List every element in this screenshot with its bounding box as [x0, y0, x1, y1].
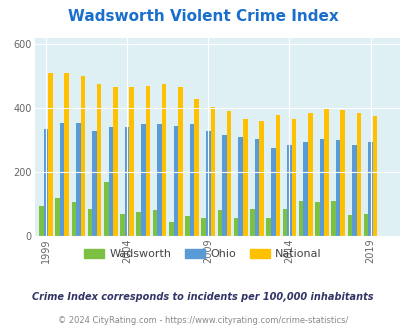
- Bar: [254, 139, 259, 236]
- Bar: [55, 198, 60, 236]
- Bar: [87, 210, 92, 236]
- Bar: [275, 115, 279, 236]
- Bar: [185, 216, 189, 236]
- Bar: [356, 113, 360, 236]
- Legend: Wadsworth, Ohio, National: Wadsworth, Ohio, National: [79, 244, 326, 263]
- Bar: [372, 116, 377, 236]
- Bar: [97, 84, 101, 236]
- Bar: [178, 87, 182, 236]
- Bar: [243, 119, 247, 236]
- Bar: [48, 73, 53, 236]
- Bar: [298, 201, 303, 236]
- Bar: [249, 210, 254, 236]
- Bar: [194, 99, 198, 236]
- Bar: [319, 139, 324, 236]
- Bar: [217, 211, 222, 236]
- Bar: [39, 206, 43, 236]
- Bar: [157, 124, 162, 236]
- Text: Wadsworth Violent Crime Index: Wadsworth Violent Crime Index: [68, 9, 337, 24]
- Bar: [201, 218, 205, 236]
- Bar: [210, 107, 215, 236]
- Bar: [282, 209, 286, 236]
- Bar: [324, 108, 328, 236]
- Bar: [347, 215, 351, 236]
- Bar: [145, 86, 150, 236]
- Bar: [286, 145, 291, 236]
- Bar: [120, 214, 124, 236]
- Bar: [92, 131, 97, 236]
- Bar: [108, 127, 113, 236]
- Bar: [233, 218, 238, 236]
- Bar: [81, 76, 85, 236]
- Bar: [136, 212, 141, 236]
- Bar: [330, 201, 335, 236]
- Bar: [168, 221, 173, 236]
- Bar: [291, 119, 296, 236]
- Bar: [113, 87, 117, 236]
- Bar: [222, 135, 226, 236]
- Bar: [367, 142, 372, 236]
- Bar: [303, 142, 307, 236]
- Bar: [104, 182, 108, 236]
- Bar: [162, 84, 166, 236]
- Bar: [340, 110, 344, 236]
- Bar: [71, 202, 76, 236]
- Bar: [129, 87, 134, 236]
- Bar: [259, 121, 263, 236]
- Bar: [238, 137, 243, 236]
- Bar: [266, 218, 270, 236]
- Bar: [189, 124, 194, 236]
- Bar: [226, 112, 231, 236]
- Bar: [335, 140, 340, 236]
- Bar: [314, 202, 319, 236]
- Bar: [76, 122, 81, 236]
- Bar: [64, 73, 69, 236]
- Bar: [141, 124, 145, 236]
- Bar: [173, 126, 178, 236]
- Bar: [307, 113, 312, 236]
- Bar: [152, 211, 157, 236]
- Bar: [205, 131, 210, 236]
- Bar: [124, 127, 129, 236]
- Text: Crime Index corresponds to incidents per 100,000 inhabitants: Crime Index corresponds to incidents per…: [32, 292, 373, 302]
- Text: © 2024 CityRating.com - https://www.cityrating.com/crime-statistics/: © 2024 CityRating.com - https://www.city…: [58, 316, 347, 325]
- Bar: [43, 129, 48, 236]
- Bar: [351, 145, 356, 236]
- Bar: [270, 148, 275, 236]
- Bar: [60, 122, 64, 236]
- Bar: [363, 214, 367, 236]
